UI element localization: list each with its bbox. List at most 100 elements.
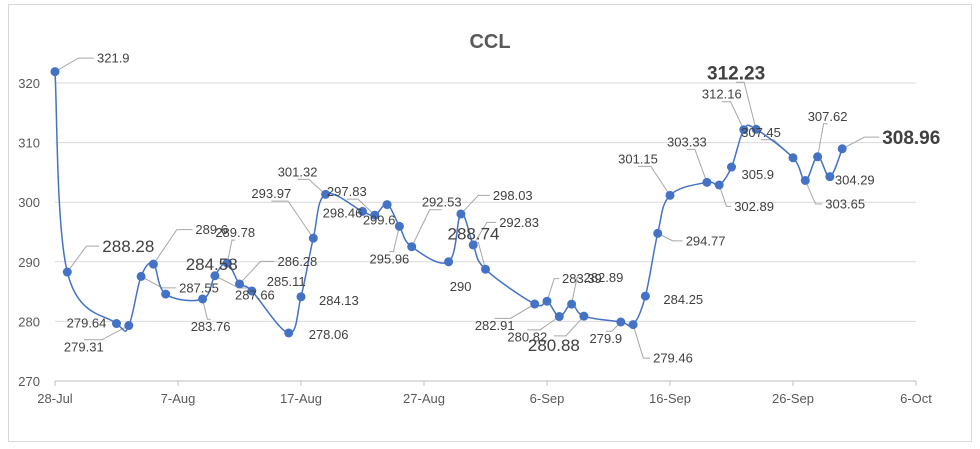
data-point	[161, 289, 171, 299]
data-label: 284.25	[663, 292, 703, 307]
data-point	[751, 124, 761, 134]
data-point	[481, 264, 490, 274]
data-point	[837, 144, 847, 154]
data-point	[444, 257, 454, 267]
data-point	[210, 271, 220, 281]
data-point	[222, 258, 232, 268]
data-label: 301.15	[618, 151, 658, 166]
data-point	[370, 210, 380, 220]
leader-line	[54, 57, 94, 73]
x-tick-label: 6-Sep	[530, 391, 565, 406]
leader-line	[271, 200, 314, 239]
data-point	[530, 299, 540, 309]
data-label: 284.13	[319, 293, 359, 308]
data-point	[702, 177, 712, 187]
data-label: 298.03	[493, 188, 533, 203]
data-point	[394, 221, 404, 231]
y-tick-label: 290	[18, 255, 40, 270]
leader-line	[214, 275, 255, 289]
data-point	[714, 180, 724, 190]
leader-line	[472, 221, 497, 246]
data-label: 286.28	[278, 254, 318, 269]
data-label: 312.16	[702, 87, 742, 102]
leader-line	[817, 123, 828, 157]
data-label: 282.91	[475, 318, 515, 333]
data-label: 312.23	[707, 63, 765, 84]
leader-line	[297, 178, 326, 195]
y-tick-label: 270	[18, 374, 40, 389]
data-point	[825, 172, 835, 182]
data-label: 292.83	[499, 215, 539, 230]
data-point	[407, 242, 417, 252]
data-points	[50, 67, 847, 338]
data-point	[50, 67, 60, 77]
data-point	[640, 291, 650, 301]
data-label: 284.58	[186, 255, 238, 274]
data-point	[136, 271, 146, 281]
data-point	[727, 162, 736, 172]
data-label: 279.46	[653, 351, 693, 366]
leader-line	[804, 180, 823, 205]
y-tick-label: 300	[18, 195, 40, 210]
data-point	[321, 189, 331, 199]
chart-title: CCL	[469, 31, 510, 53]
x-tick-label: 7-Aug	[161, 391, 196, 406]
data-point	[567, 299, 577, 309]
data-label: 299.6	[363, 213, 396, 228]
data-label: 282.89	[584, 270, 624, 285]
data-point	[542, 296, 552, 306]
series-line	[54, 71, 843, 334]
data-label: 289.78	[215, 225, 255, 240]
data-point	[148, 259, 158, 269]
data-labels: 321.9 288.28 279.64 279.31 287.55 289.6 284.58…	[64, 51, 940, 366]
data-point	[739, 125, 749, 135]
data-label: 302.89	[734, 199, 774, 214]
data-label: 297.83	[327, 184, 367, 199]
gridlines	[55, 82, 916, 322]
data-point	[554, 312, 564, 322]
data-label: 279.64	[67, 316, 107, 331]
data-point	[284, 328, 294, 338]
data-point	[456, 209, 466, 219]
data-label: 301.32	[278, 164, 318, 179]
leader-line	[411, 209, 442, 247]
data-label: 278.06	[309, 327, 349, 342]
leader-line	[66, 245, 100, 273]
data-label: 298.46	[323, 205, 363, 220]
leader-line	[460, 194, 490, 215]
leader-line	[152, 229, 193, 265]
data-point	[308, 233, 318, 243]
data-label: 289.6	[195, 222, 228, 237]
data-point	[800, 175, 810, 185]
leader-line	[140, 275, 177, 289]
leader-line	[83, 325, 130, 341]
data-point	[198, 294, 208, 304]
data-label: 288.28	[102, 237, 154, 256]
data-label: 303.65	[825, 196, 865, 211]
data-label: 280.82	[507, 330, 547, 345]
data-point	[247, 286, 257, 296]
data-label: 321.9	[97, 51, 130, 66]
data-label: 308.96	[882, 128, 940, 149]
data-point	[813, 152, 823, 162]
label-leader-lines	[54, 57, 880, 359]
x-tick-label: 28-Jul	[37, 391, 73, 406]
leader-line	[571, 277, 581, 305]
data-point	[358, 206, 367, 216]
leader-line	[553, 315, 585, 337]
data-label: 283.76	[191, 319, 231, 334]
x-tick-label: 6-Oct	[900, 391, 932, 406]
data-label: 279.9	[590, 331, 623, 346]
data-label: 279.31	[64, 340, 104, 355]
leader-line	[494, 303, 535, 319]
data-point	[665, 190, 675, 200]
leader-line	[346, 198, 376, 216]
data-point	[382, 200, 392, 210]
data-label: 287.55	[179, 280, 219, 295]
leader-line	[226, 239, 236, 264]
leader-line	[638, 165, 671, 196]
data-point	[628, 320, 638, 330]
y-tick-label: 310	[18, 136, 40, 151]
x-tick-label: 17-Aug	[280, 391, 322, 406]
